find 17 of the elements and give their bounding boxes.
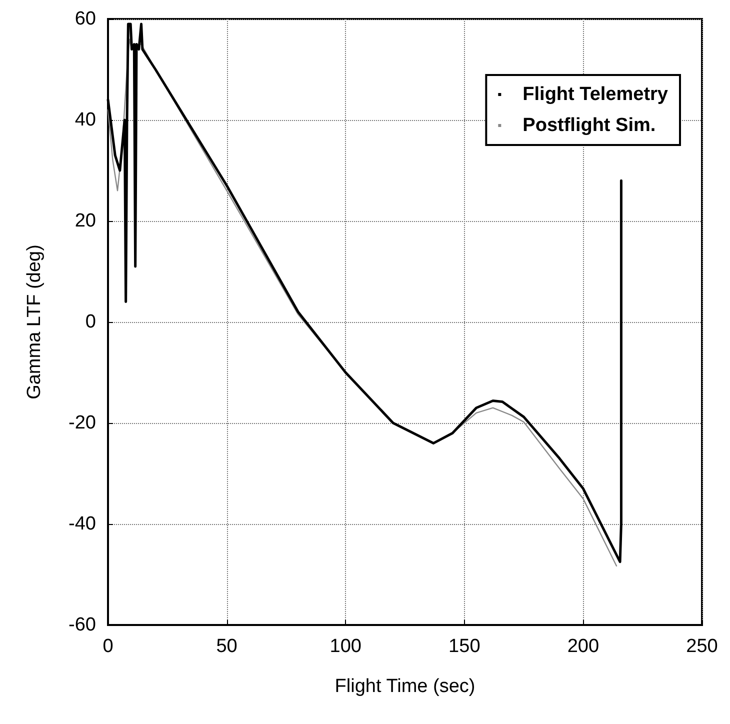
x-tick-label: 100 <box>330 636 362 657</box>
y-tick-label: -40 <box>68 514 96 534</box>
y-tick-label: -20 <box>68 412 96 434</box>
x-tick-label: 0 <box>102 636 114 657</box>
y-tick-label: 0 <box>85 312 96 332</box>
y-tick-label: -60 <box>68 614 96 636</box>
x-tick-label: 200 <box>567 636 600 657</box>
y-tick-label: 60 <box>74 8 96 30</box>
y-tick-label: 40 <box>74 110 96 130</box>
y-axis-title: Gamma LTF (deg) <box>24 244 45 400</box>
x-axis-title: Flight Time (sec) <box>334 676 476 697</box>
x-tick-label: 150 <box>448 636 480 657</box>
legend-label: Postflight Sim. <box>522 115 656 136</box>
legend-label: Flight Telemetry <box>522 84 668 105</box>
x-tick-label: 50 <box>216 636 238 657</box>
y-tick-label: 20 <box>74 210 96 232</box>
x-tick-label: 250 <box>686 636 718 657</box>
